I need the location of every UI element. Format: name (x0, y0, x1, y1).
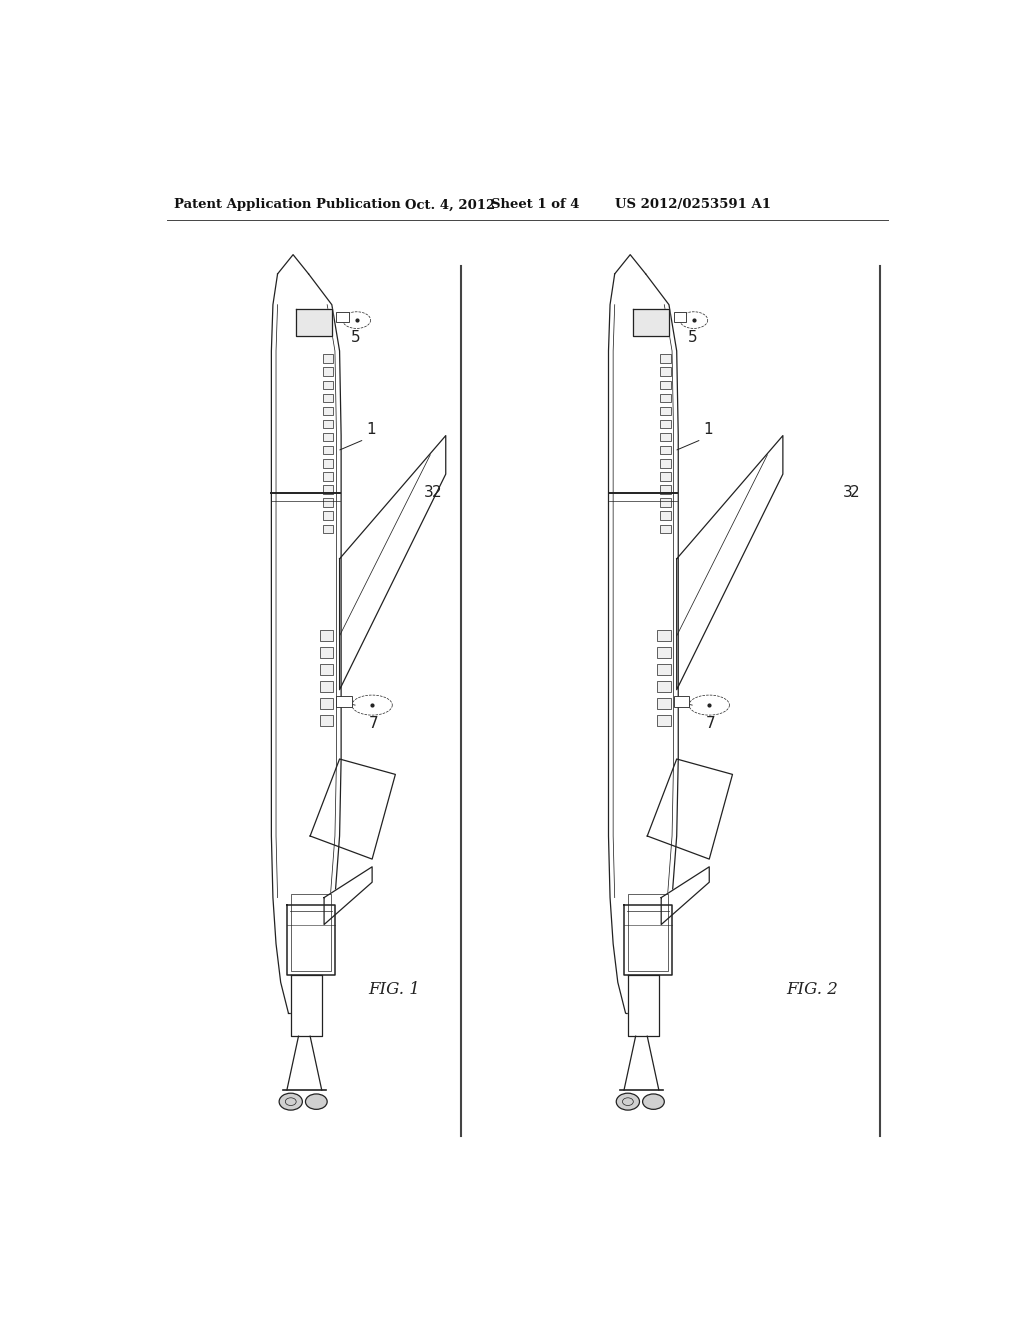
Bar (659, 380, 671, 389)
Ellipse shape (305, 1094, 328, 1109)
Bar (657, 664, 671, 675)
Polygon shape (324, 867, 372, 924)
Bar (323, 433, 334, 441)
Bar (323, 393, 334, 403)
Bar (659, 473, 671, 480)
Bar (659, 486, 671, 494)
Ellipse shape (643, 1094, 665, 1109)
Bar (659, 524, 671, 533)
Text: 3: 3 (424, 486, 434, 500)
Bar (323, 367, 334, 376)
Polygon shape (662, 867, 710, 924)
Bar (321, 715, 334, 726)
Text: 3: 3 (843, 486, 852, 500)
Bar (323, 486, 334, 494)
Text: 2: 2 (850, 486, 860, 500)
Bar (321, 647, 334, 659)
Bar (323, 511, 334, 520)
Bar (323, 354, 334, 363)
Bar (659, 367, 671, 376)
Bar (659, 420, 671, 428)
Bar (657, 647, 671, 659)
Polygon shape (624, 906, 672, 974)
Bar (321, 681, 334, 692)
Text: 5: 5 (350, 330, 360, 345)
Polygon shape (291, 974, 322, 1036)
Bar (323, 407, 334, 416)
Ellipse shape (280, 1093, 302, 1110)
Bar (659, 511, 671, 520)
Bar (323, 459, 334, 467)
Text: 2: 2 (432, 486, 441, 500)
Text: FIG. 1: FIG. 1 (369, 981, 420, 998)
Bar (657, 715, 671, 726)
Bar (659, 407, 671, 416)
Bar (291, 894, 331, 970)
Bar (323, 473, 334, 480)
Text: 7: 7 (706, 717, 715, 731)
Bar (674, 696, 689, 706)
Polygon shape (628, 974, 658, 1036)
Bar (323, 446, 334, 454)
Bar (657, 681, 671, 692)
Bar (323, 524, 334, 533)
Polygon shape (296, 309, 332, 335)
Bar (323, 380, 334, 389)
Bar (628, 894, 669, 970)
Bar (659, 459, 671, 467)
Polygon shape (677, 436, 783, 689)
Bar (659, 354, 671, 363)
Bar (337, 696, 352, 706)
Polygon shape (340, 436, 445, 689)
Text: Sheet 1 of 4: Sheet 1 of 4 (490, 198, 580, 211)
Polygon shape (633, 309, 669, 335)
Bar (323, 420, 334, 428)
Bar (321, 698, 334, 709)
Polygon shape (647, 759, 732, 859)
Bar (659, 446, 671, 454)
Bar (321, 664, 334, 675)
Polygon shape (608, 275, 678, 1014)
Text: 5: 5 (687, 330, 697, 345)
Bar (674, 313, 686, 322)
Ellipse shape (616, 1093, 640, 1110)
Bar (659, 499, 671, 507)
Text: US 2012/0253591 A1: US 2012/0253591 A1 (614, 198, 771, 211)
Polygon shape (271, 275, 341, 1014)
Bar (337, 313, 349, 322)
Text: FIG. 2: FIG. 2 (786, 981, 839, 998)
Text: 1: 1 (366, 422, 376, 437)
Bar (321, 631, 334, 642)
Bar (323, 499, 334, 507)
Text: Oct. 4, 2012: Oct. 4, 2012 (406, 198, 496, 211)
Bar (659, 393, 671, 403)
Bar (657, 631, 671, 642)
Text: 1: 1 (703, 422, 713, 437)
Polygon shape (310, 759, 395, 859)
Bar (659, 433, 671, 441)
Text: Patent Application Publication: Patent Application Publication (174, 198, 401, 211)
Polygon shape (287, 906, 335, 974)
Bar (657, 698, 671, 709)
Text: 7: 7 (369, 717, 378, 731)
